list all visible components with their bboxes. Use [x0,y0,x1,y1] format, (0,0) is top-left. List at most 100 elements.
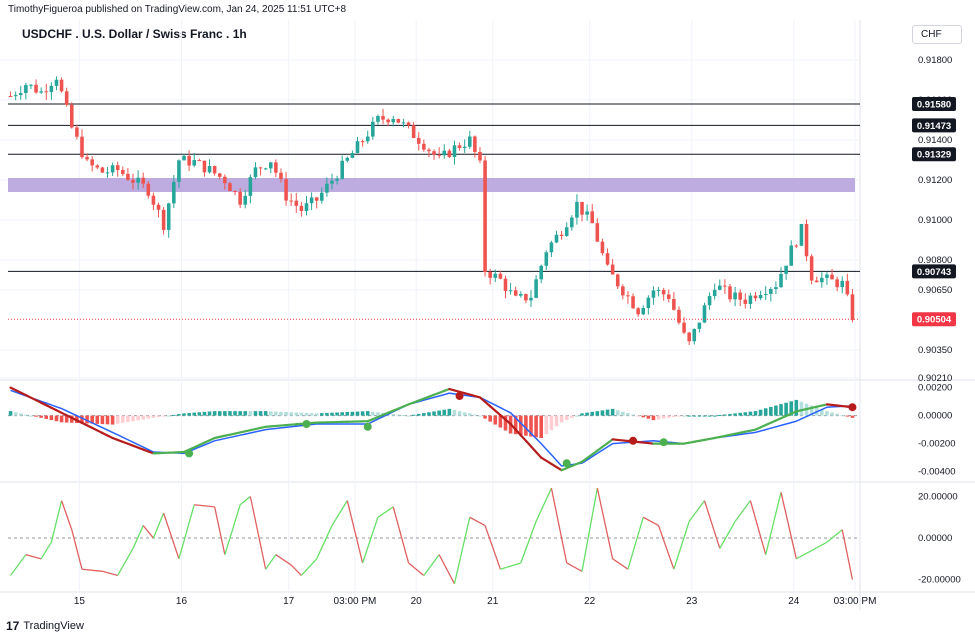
candle-body[interactable] [386,119,390,123]
candle-body[interactable] [44,91,49,93]
candle-body[interactable] [605,253,610,265]
candle-body[interactable] [661,289,666,295]
candle-body[interactable] [799,224,804,246]
candle-body[interactable] [34,84,38,93]
symbol-title[interactable]: USDCHF . U.S. Dollar / Swiss Franc . 1h [22,27,247,41]
candle-body[interactable] [304,203,309,212]
currency-selector[interactable]: CHF [912,25,962,44]
candle-body[interactable] [636,308,640,315]
candle-body[interactable] [738,292,742,300]
candle-body[interactable] [503,278,508,291]
candle-body[interactable] [840,280,845,288]
candle-body[interactable] [141,177,145,184]
candle-body[interactable] [115,165,120,171]
candle-body[interactable] [131,179,135,183]
candle-body[interactable] [554,234,559,243]
candle-body[interactable] [666,294,671,299]
candle-body[interactable] [784,265,788,274]
candle-body[interactable] [325,183,329,193]
candle-body[interactable] [228,183,232,192]
candle-body[interactable] [309,197,314,204]
candle-body[interactable] [462,146,467,149]
candle-body[interactable] [406,122,411,126]
candle-body[interactable] [80,136,84,158]
candle-body[interactable] [233,191,237,193]
candle-body[interactable] [75,127,79,137]
candle-body[interactable] [748,295,753,304]
macd-cross-dot[interactable] [302,420,311,428]
candle-body[interactable] [702,305,707,323]
candle-body[interactable] [718,285,722,290]
candle-body[interactable] [223,176,227,184]
candle-body[interactable] [559,234,564,236]
candle-body[interactable] [416,137,421,144]
candle-body[interactable] [763,293,768,295]
macd-cross-dot[interactable] [185,449,194,458]
candle-body[interactable] [90,159,94,166]
candle-body[interactable] [437,154,441,156]
candle-body[interactable] [350,153,355,158]
candle-body[interactable] [707,296,712,306]
candle-body[interactable] [570,217,574,228]
candle-body[interactable] [697,322,702,329]
candle-body[interactable] [217,173,222,177]
candle-body[interactable] [809,256,814,281]
candle-body[interactable] [294,200,299,206]
candle-body[interactable] [473,136,477,152]
candle-body[interactable] [820,277,824,283]
candle-body[interactable] [488,271,492,278]
candle-body[interactable] [513,290,518,296]
candle-body[interactable] [758,294,763,299]
candle-body[interactable] [427,149,431,152]
macd-cross-dot[interactable] [363,422,372,431]
candle-body[interactable] [151,195,156,205]
candle-body[interactable] [268,162,273,169]
candle-body[interactable] [743,299,748,304]
candle-body[interactable] [161,209,166,230]
candle-body[interactable] [172,181,176,204]
candle-body[interactable] [850,294,855,320]
candle-body[interactable] [177,160,181,182]
candle-body[interactable] [49,85,54,93]
candle-body[interactable] [381,116,385,120]
candle-body[interactable] [692,328,697,342]
candle-body[interactable] [794,245,799,247]
candle-body[interactable] [442,150,447,156]
candle-body[interactable] [595,223,600,242]
candle-body[interactable] [753,295,758,299]
candle-body[interactable] [651,290,656,298]
candle-body[interactable] [615,274,620,287]
candle-body[interactable] [723,285,727,287]
candle-body[interactable] [422,143,426,150]
candle-body[interactable] [248,177,253,196]
candle-body[interactable] [835,279,839,288]
candle-body[interactable] [401,122,406,124]
candle-body[interactable] [136,177,140,183]
candle-body[interactable] [284,179,288,201]
candle-body[interactable] [672,298,676,310]
candle-body[interactable] [355,141,360,154]
candle-body[interactable] [580,201,584,215]
candle-body[interactable] [85,157,89,160]
candle-body[interactable] [105,172,110,174]
candle-body[interactable] [192,160,197,166]
candle-body[interactable] [830,274,834,280]
candle-body[interactable] [54,79,59,86]
candle-body[interactable] [467,136,472,147]
candle-body[interactable] [789,245,794,266]
candle-body[interactable] [69,104,74,128]
candle-body[interactable] [258,167,263,169]
candle-body[interactable] [549,242,554,253]
candle-body[interactable] [733,292,737,300]
candle-body[interactable] [524,294,528,301]
candle-body[interactable] [646,297,651,308]
candle-body[interactable] [110,165,115,173]
candle-body[interactable] [575,201,579,218]
candle-body[interactable] [804,224,809,257]
candle-body[interactable] [360,141,365,143]
candle-body[interactable] [64,91,69,105]
candle-body[interactable] [100,167,105,173]
candle-body[interactable] [330,180,334,184]
candle-body[interactable] [774,287,778,290]
